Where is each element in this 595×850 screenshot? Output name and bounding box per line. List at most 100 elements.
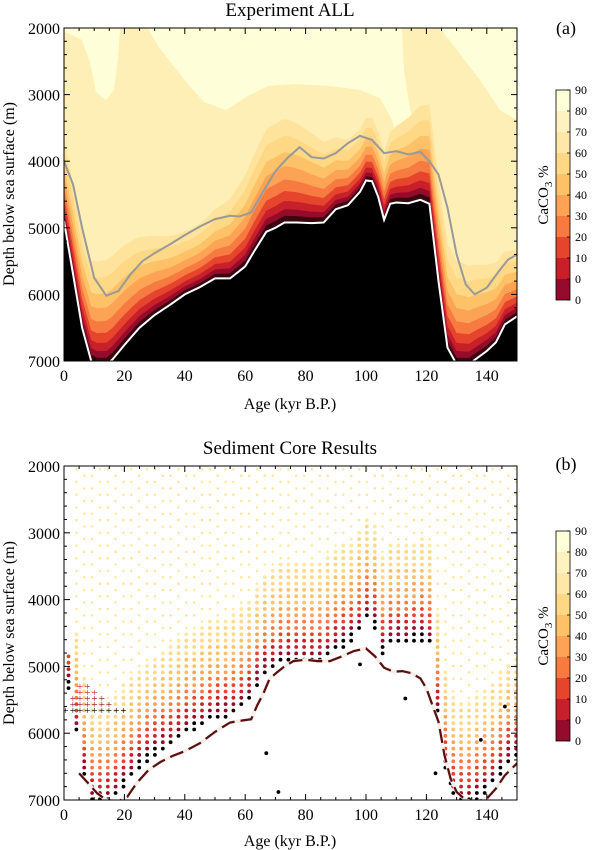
- panel-b-core-point: [160, 683, 165, 687]
- panel-b-core-point: [106, 671, 110, 674]
- panel-b-core-point: [223, 651, 228, 656]
- panel-b-cross-marker: +: [106, 705, 112, 717]
- panel-b-core-point: [506, 689, 511, 694]
- panel-b-core-point: [200, 714, 204, 719]
- panel-b-core-point: [215, 714, 220, 719]
- panel-b-core-point: [443, 740, 448, 745]
- panel-b-core-point: [278, 562, 283, 567]
- panel-b-core-point: [98, 544, 102, 547]
- panel-b-core-point: [168, 683, 173, 687]
- panel-b-core-point: [75, 506, 78, 509]
- panel-b-core-point: [499, 468, 502, 471]
- panel-b-core-point: [498, 695, 503, 700]
- panel-b-core-point: [404, 525, 408, 528]
- panel-b: Sediment Core Results (b) ++++++++++++++…: [1, 438, 577, 850]
- panel-b-core-point: [490, 702, 495, 706]
- panel-b-core-point: [231, 664, 236, 668]
- panel-b-core-point: [216, 525, 219, 528]
- panel-b-core-point: [74, 676, 79, 681]
- panel-b-core-point: [247, 626, 252, 630]
- panel-b-core-point: [200, 506, 204, 509]
- panel-b-x-tick-label: 140: [475, 807, 499, 824]
- panel-b-core-point: [153, 595, 157, 598]
- panel-b-core-point: [75, 531, 78, 535]
- panel-b-core-point: [75, 493, 78, 497]
- panel-b-core-point: [459, 784, 463, 789]
- panel-b-core-point: [105, 740, 110, 745]
- panel-b-core-point: [459, 588, 463, 592]
- panel-b-core-point: [310, 581, 314, 586]
- panel-b-core-point: [208, 651, 212, 656]
- panel-b-core-point: [459, 499, 463, 503]
- panel-b-core-point: [90, 677, 94, 681]
- panel-b-core-point: [365, 549, 369, 554]
- panel-b-core-point: [200, 702, 204, 706]
- panel-b-core-point: [474, 721, 479, 726]
- panel-b-core-point: [380, 588, 385, 592]
- panel-a-contour-field: [64, 28, 517, 361]
- panel-b-core-point: [279, 531, 282, 535]
- panel-b-core-point: [215, 683, 220, 687]
- panel-b-core-point: [483, 512, 487, 516]
- panel-b-core-point: [349, 474, 353, 478]
- panel-b-core-point: [474, 740, 479, 745]
- panel-b-core-point: [223, 708, 228, 713]
- panel-b-core-point: [427, 556, 432, 561]
- panel-b-core-point: [490, 778, 495, 783]
- panel-b-core-point: [435, 638, 440, 643]
- panel-b-core-point: [325, 594, 330, 599]
- panel-b-core-point: [317, 619, 322, 624]
- panel-b-core-point: [177, 607, 180, 611]
- panel-b-core-point: [475, 487, 479, 490]
- panel-b-x-tick-label: 100: [354, 807, 378, 824]
- panel-b-core-point: [357, 588, 361, 592]
- panel-b-core-point: [373, 512, 377, 516]
- panel-b-core-point: [459, 601, 463, 604]
- panel-b-core-point: [452, 601, 455, 604]
- panel-b-core-point: [98, 633, 102, 636]
- panel-b-core-point: [286, 645, 291, 649]
- panel-b-core-point: [74, 683, 79, 687]
- panel-b-core-point: [185, 487, 188, 490]
- colorbar-a-tick-label: 0: [575, 272, 581, 286]
- panel-b-core-point: [232, 518, 235, 522]
- panel-b-core-point: [208, 645, 212, 649]
- panel-b-core-point: [98, 702, 102, 706]
- panel-b-core-point: [341, 638, 346, 643]
- panel-b-core-point: [451, 740, 456, 745]
- panel-b-core-point: [185, 550, 188, 554]
- panel-b-core-point: [412, 549, 416, 554]
- panel-b-core-point: [506, 626, 510, 630]
- panel-b-core-point: [192, 474, 196, 478]
- panel-b-core-point: [224, 595, 227, 598]
- panel-b-core-point: [349, 619, 354, 624]
- panel-b-core-point: [255, 626, 259, 630]
- panel-b-core-point: [435, 619, 440, 624]
- panel-b-core-point: [412, 581, 416, 586]
- panel-b-core-point: [412, 632, 416, 637]
- panel-b-core-point: [443, 689, 448, 694]
- panel-b-core-point: [82, 772, 87, 776]
- panel-b-core-point: [294, 499, 298, 503]
- panel-b-core-point: [176, 638, 181, 643]
- panel-b-core-point: [130, 556, 133, 560]
- panel-b-core-point: [459, 734, 463, 738]
- panel-b-cross-marker: +: [77, 699, 83, 711]
- panel-b-core-point: [286, 632, 291, 637]
- panel-b-core-point: [192, 657, 197, 662]
- panel-b-core-point: [137, 601, 141, 604]
- panel-b-core-point: [459, 487, 463, 490]
- panel-b-core-point: [357, 613, 361, 618]
- panel-b-core-point: [98, 696, 102, 700]
- panel-b-core-point: [223, 632, 228, 637]
- panel-b-core-point: [388, 600, 393, 605]
- panel-b-core-point: [428, 525, 432, 528]
- panel-b-core-point: [263, 550, 267, 554]
- panel-b-core-point: [475, 512, 479, 516]
- panel-b-core-point: [262, 638, 267, 643]
- panel-b-core-point: [169, 639, 172, 642]
- panel-b-core-point: [349, 487, 353, 490]
- panel-b-core-point: [326, 550, 329, 554]
- panel-b-core-point: [255, 556, 259, 560]
- panel-b-core-point: [506, 537, 510, 541]
